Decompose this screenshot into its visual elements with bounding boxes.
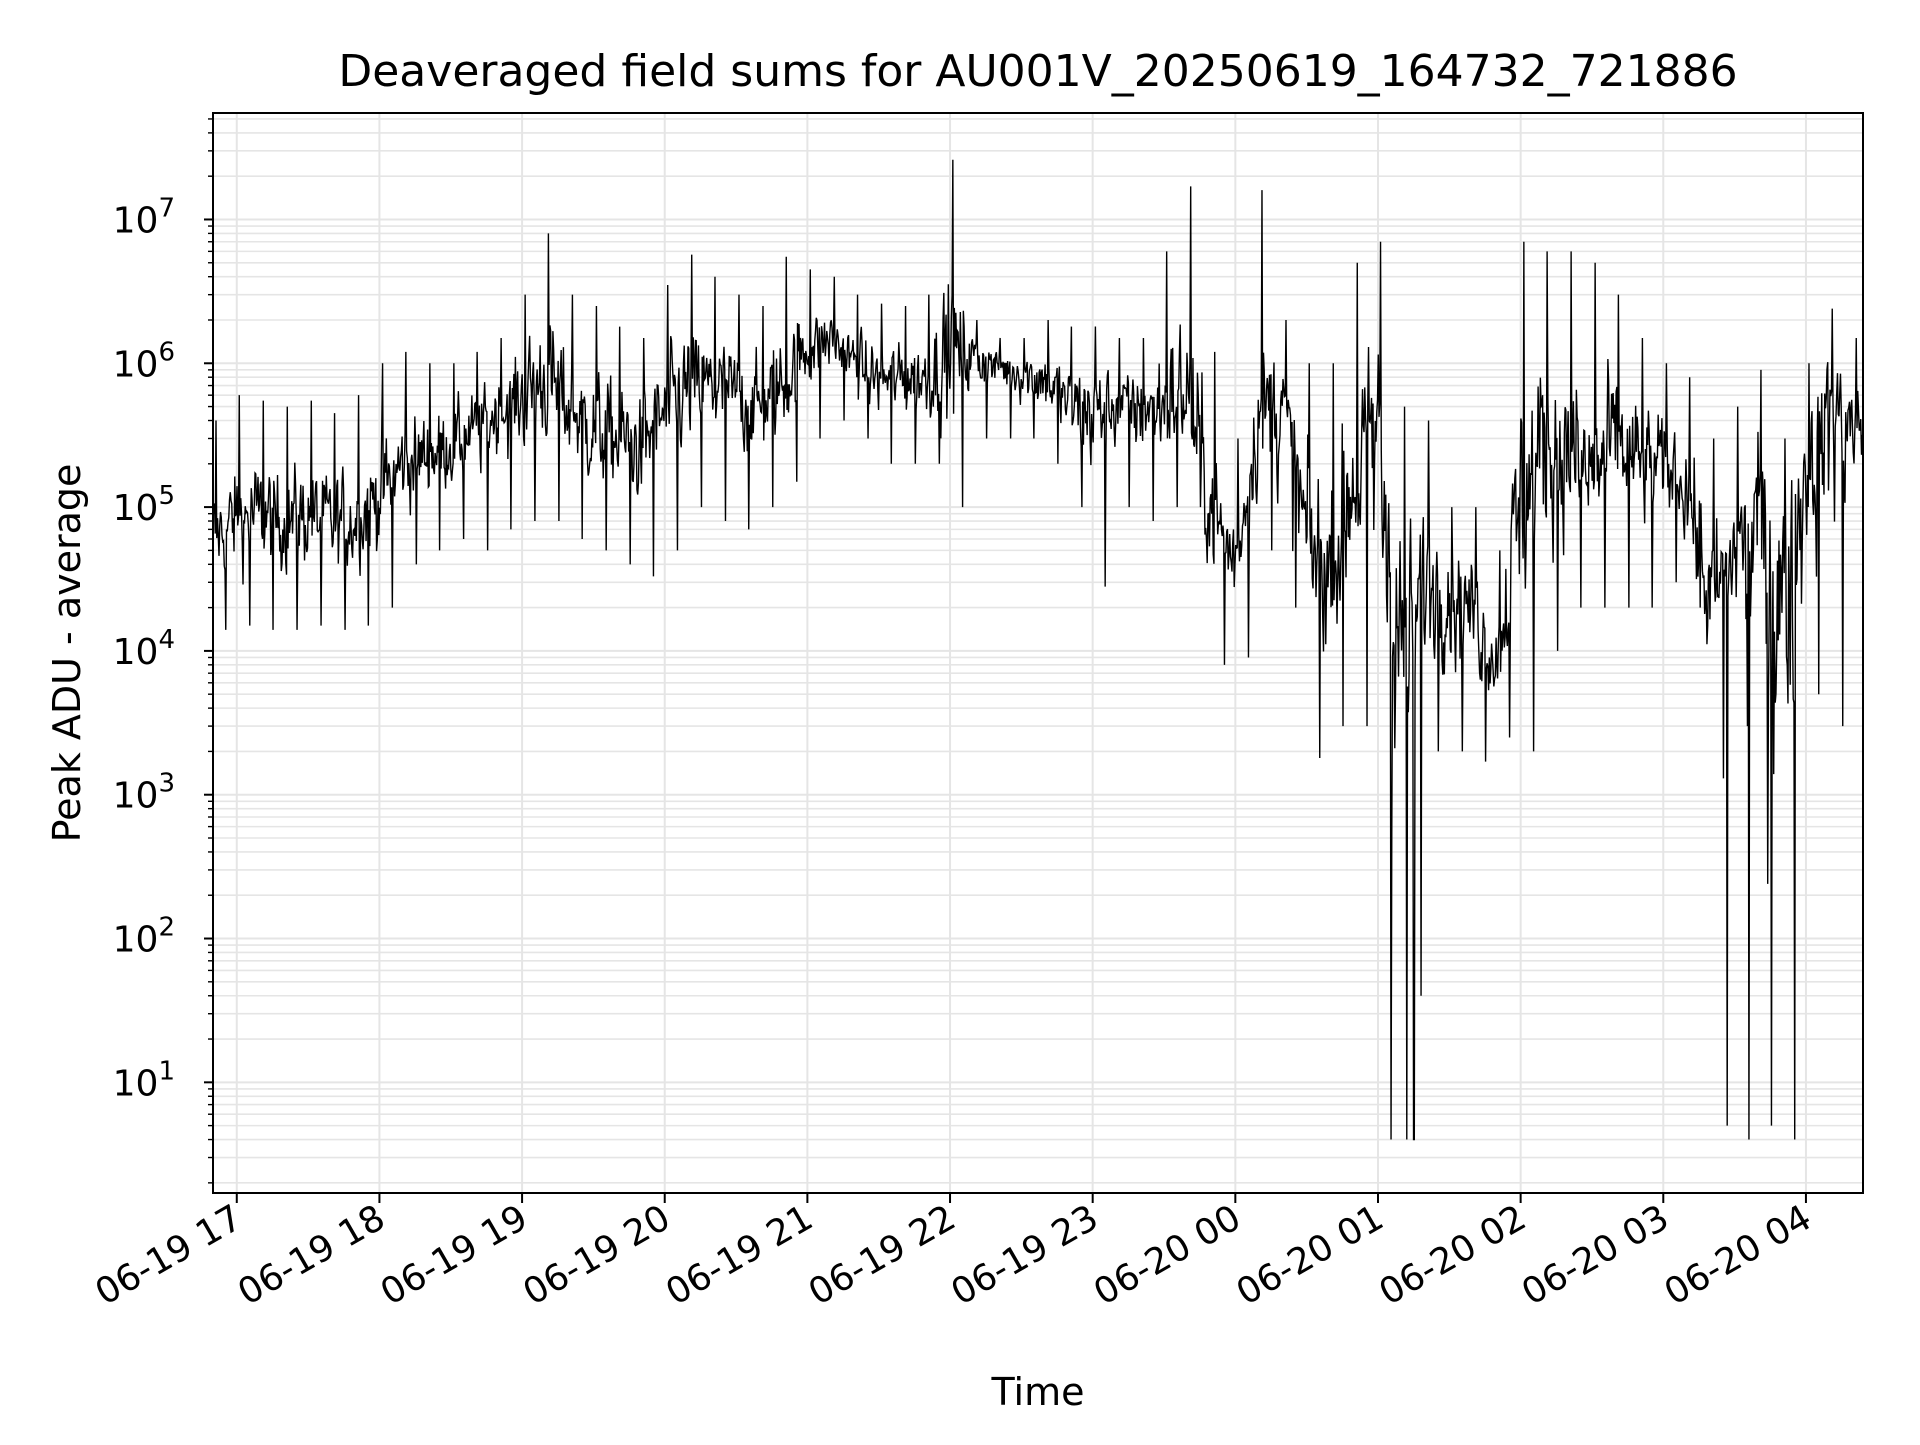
y-tick-label-base: 10 <box>113 1063 159 1104</box>
y-tick-label-exponent: 2 <box>158 913 175 943</box>
chart-title: Deaveraged field sums for AU001V_2025061… <box>338 46 1737 97</box>
y-tick-label-exponent: 7 <box>158 193 175 223</box>
y-tick-label-exponent: 4 <box>158 625 175 655</box>
x-axis-label: Time <box>991 1370 1085 1414</box>
y-tick-label-exponent: 5 <box>158 481 175 511</box>
x-tick-label: 06-19 17 <box>89 1197 250 1313</box>
x-tick-label: 06-19 18 <box>231 1197 392 1313</box>
y-tick-label-exponent: 3 <box>158 769 175 799</box>
y-tick-label: 103 <box>113 769 175 817</box>
x-tick-label: 06-19 19 <box>374 1197 535 1313</box>
series-line <box>213 159 1863 1141</box>
x-tick-label: 06-19 23 <box>945 1197 1106 1313</box>
x-tick-label: 06-20 04 <box>1658 1197 1819 1313</box>
y-tick-label: 105 <box>113 481 175 529</box>
plot-frame <box>212 112 1864 1194</box>
x-tick-label: 06-19 21 <box>659 1197 820 1313</box>
y-tick-label-exponent: 6 <box>158 337 175 367</box>
x-tick-label: 06-20 01 <box>1230 1197 1391 1313</box>
x-tick-label: 06-20 02 <box>1372 1197 1533 1313</box>
x-tick-label: 06-20 03 <box>1515 1197 1676 1313</box>
x-tick-label: 06-19 22 <box>802 1197 963 1313</box>
y-tick-label-base: 10 <box>113 632 159 673</box>
series-layer <box>213 159 1863 1141</box>
y-tick-label: 101 <box>113 1056 175 1104</box>
y-tick-label-base: 10 <box>113 920 159 961</box>
y-axis-label: Peak ADU - average <box>45 464 89 843</box>
x-tick-label: 06-19 20 <box>517 1197 678 1313</box>
y-tick-label: 104 <box>113 625 175 673</box>
y-tick-label-exponent: 1 <box>158 1056 175 1086</box>
y-tick-label: 102 <box>113 913 175 961</box>
y-tick-label: 106 <box>113 337 175 385</box>
y-tick-label-base: 10 <box>113 200 159 241</box>
y-tick-label-base: 10 <box>113 344 159 385</box>
y-tick-label: 107 <box>113 193 175 241</box>
grid-layer <box>213 113 1863 1193</box>
y-tick-label-base: 10 <box>113 776 159 817</box>
x-tick-label: 06-20 00 <box>1087 1197 1248 1313</box>
y-tick-label-base: 10 <box>113 488 159 529</box>
